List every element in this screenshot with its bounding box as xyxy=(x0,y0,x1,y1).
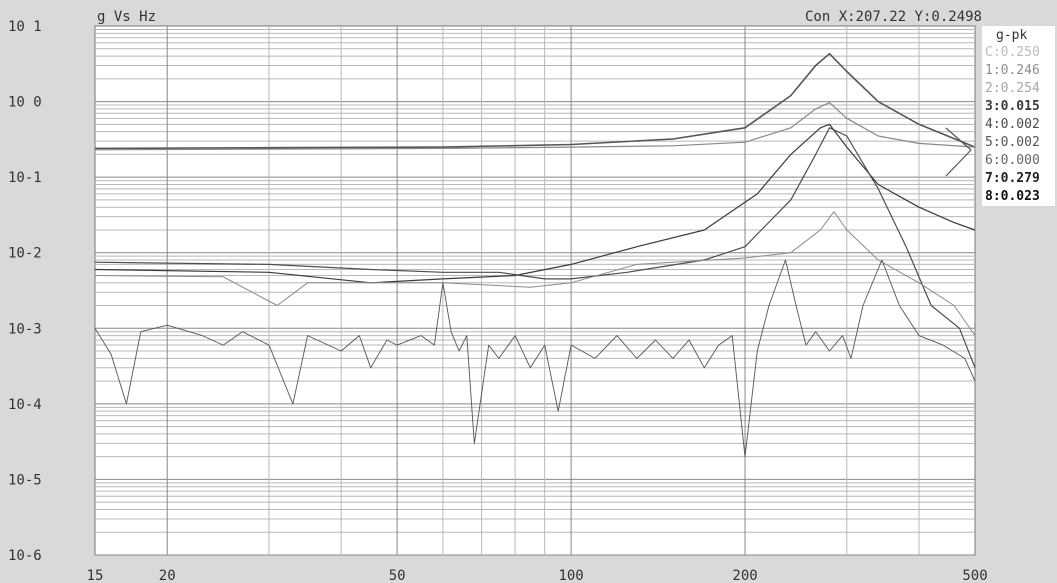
cursor-marker-lower xyxy=(945,149,972,177)
series-line-2 xyxy=(94,101,976,151)
y-tick-label: 10-1 xyxy=(8,170,42,186)
series-line-4 xyxy=(94,127,976,369)
series-line-1 xyxy=(94,52,976,150)
y-tick-label: 10-3 xyxy=(8,321,42,337)
plot-area xyxy=(94,25,976,556)
grid-lines xyxy=(95,26,975,556)
series-line-6 xyxy=(94,259,976,458)
legend-item[interactable]: 4:0.002 xyxy=(985,117,1040,132)
cursor-marker xyxy=(945,127,972,177)
x-tick-label: 50 xyxy=(389,568,406,583)
legend-title: g-pk xyxy=(996,28,1028,43)
legend-item[interactable]: 3:0.015 xyxy=(985,99,1040,114)
x-tick-label: 500 xyxy=(962,568,987,583)
x-tick-label: 15 xyxy=(87,568,104,583)
series-layer xyxy=(94,52,976,458)
series-line-5 xyxy=(94,211,976,336)
legend-item[interactable]: 1:0.246 xyxy=(985,63,1040,78)
legend-item[interactable]: 6:0.000 xyxy=(985,153,1040,168)
cursor-marker-upper xyxy=(945,127,972,151)
y-tick-label: 10 1 xyxy=(8,19,42,35)
x-tick-label: 200 xyxy=(732,568,757,583)
chart-title: g Vs Hz xyxy=(97,9,156,25)
legend-item[interactable]: 8:0.023 xyxy=(985,189,1040,204)
y-tick-label: 10-4 xyxy=(8,397,42,413)
legend: g-pk C:0.250 1:0.246 2:0.254 3:0.015 4:0.002… xyxy=(982,26,1055,206)
y-tick-label: 10-6 xyxy=(8,548,42,564)
y-tick-label: 10 0 xyxy=(8,95,42,111)
y-tick-labels: 10 1 10 0 10-1 10-2 10-3 10-4 10-5 10-6 xyxy=(8,19,42,564)
legend-items: C:0.250 1:0.246 2:0.254 3:0.015 4:0.002 5:0.0… xyxy=(982,44,1055,206)
x-tick-label: 100 xyxy=(558,568,583,583)
legend-item[interactable]: 2:0.254 xyxy=(985,81,1040,96)
y-tick-label: 10-2 xyxy=(8,246,42,262)
y-tick-label: 10-5 xyxy=(8,472,42,488)
x-tick-label: 20 xyxy=(159,568,176,583)
legend-item[interactable]: 7:0.279 xyxy=(985,171,1040,186)
series-line-3 xyxy=(94,123,976,284)
legend-item[interactable]: C:0.250 xyxy=(985,45,1040,60)
legend-item[interactable]: 5:0.002 xyxy=(985,135,1040,150)
cursor-readout: Con X:207.22 Y:0.2498 xyxy=(805,9,982,25)
x-tick-labels: 15 20 50 100 200 500 xyxy=(87,568,988,583)
